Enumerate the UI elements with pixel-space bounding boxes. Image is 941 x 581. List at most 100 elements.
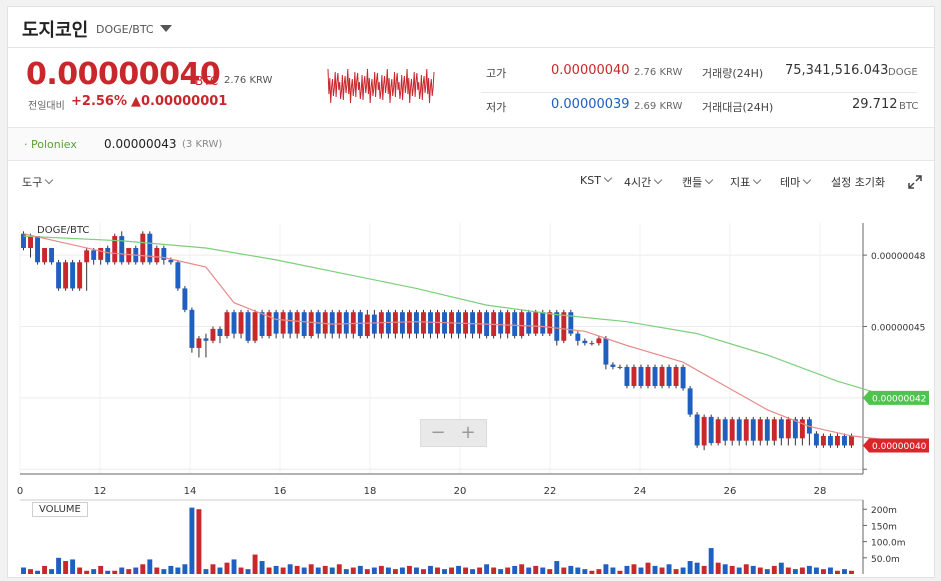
candle-body (554, 312, 560, 341)
change-absolute: ▲0.00000001 (131, 94, 228, 109)
candle-body (147, 233, 153, 263)
volume-tick-label: 150m (871, 522, 897, 532)
stats-divider (481, 92, 917, 93)
volume-bar (350, 567, 356, 574)
candle-body (428, 312, 433, 334)
coin-select-dropdown-icon[interactable] (160, 25, 172, 32)
volume-bar (147, 559, 153, 574)
candle-body (842, 435, 847, 446)
interval-menu[interactable]: 4시간 (624, 174, 663, 190)
high-label: 고가 (486, 67, 507, 80)
volume-bar (582, 569, 588, 574)
candle-body (701, 416, 707, 446)
volume-tick-label: 200m (871, 506, 897, 516)
volume-bar (652, 565, 658, 574)
candle-body (154, 247, 160, 263)
volume-bar (392, 569, 398, 574)
volume-bar (589, 570, 595, 574)
title-bar: 도지코인 DOGE/BTC (8, 7, 934, 48)
candle-body (119, 236, 125, 263)
volume-bar (778, 562, 784, 574)
candle-body (35, 236, 40, 263)
candle-body (561, 312, 567, 341)
volume-bar (547, 569, 553, 574)
volume-bar (498, 569, 504, 574)
volume-bar (336, 564, 342, 574)
volume-bar (842, 569, 847, 574)
volume-unit: DOGE (888, 67, 918, 78)
candle-body (659, 366, 665, 386)
y-tick-label: 0.00000045 (871, 323, 925, 333)
candle-body (49, 247, 55, 263)
candle-body (820, 435, 826, 446)
volume-bar (603, 564, 609, 574)
volume-bar (568, 565, 574, 574)
timezone-menu[interactable]: KST (580, 173, 613, 187)
volume-bar (554, 561, 560, 574)
volume-bar (610, 567, 616, 574)
volume-bar (259, 561, 265, 574)
candle-body (343, 312, 349, 334)
volume-value: 75,341,516.043 (785, 63, 889, 78)
exchange-price: 0.00000043 (104, 137, 177, 151)
volume-bar (84, 570, 90, 574)
expand-icon[interactable] (908, 175, 922, 189)
high-krw: 2.76 KRW (634, 67, 683, 78)
volume-bar (91, 569, 97, 574)
volume-label: 거래량(24H) (702, 67, 764, 80)
zoom-in-button[interactable]: + (460, 422, 476, 443)
candle-body (189, 309, 195, 348)
chevron-down-icon (705, 175, 714, 185)
exchange-name[interactable]: · Poloniex (24, 138, 77, 151)
candle-body (259, 312, 265, 337)
price-sparkline (326, 65, 436, 111)
price-unit: BTC (195, 74, 219, 88)
candle-body (743, 419, 749, 441)
candle-body (280, 312, 286, 334)
chevron-down-icon (45, 175, 54, 185)
x-tick-label: 28 (814, 486, 827, 497)
theme-menu[interactable]: 테마 (780, 174, 812, 190)
candle-body (792, 419, 798, 439)
coin-name: 도지코인 (22, 20, 89, 41)
candle-body (203, 338, 209, 341)
volume-bar (512, 565, 518, 574)
volume-bar (519, 564, 525, 574)
volume-bar (470, 569, 476, 574)
chevron-down-icon (803, 175, 812, 185)
candle-body (849, 435, 854, 446)
candle-body (294, 312, 300, 334)
volume-bar (203, 569, 209, 574)
volume-bar (729, 565, 735, 574)
zoom-out-button[interactable]: − (430, 422, 446, 443)
volume-bar (449, 567, 454, 574)
candle-body (835, 435, 840, 446)
volume-bar (813, 567, 819, 574)
candle-body (477, 312, 483, 334)
candle-body (540, 312, 546, 334)
x-tick-label: 22 (544, 486, 557, 497)
candle-body (610, 364, 616, 367)
volume-bar (294, 565, 300, 574)
tools-menu[interactable]: 도구 (22, 174, 54, 190)
volume-bar (631, 564, 637, 574)
volume-bar (35, 570, 40, 574)
indicator-menu[interactable]: 지표 (730, 174, 762, 190)
reset-settings-button[interactable]: 설정 초기화 (831, 176, 886, 189)
volume-bar (28, 569, 33, 574)
candle-body (273, 312, 279, 334)
volume-bar (364, 569, 370, 574)
y-tick-label: 0.00000048 (871, 252, 926, 262)
chart-type-menu[interactable]: 캔들 (682, 174, 714, 190)
volume-bar (785, 567, 791, 574)
last-price-tag (863, 438, 929, 453)
volume-bar (421, 569, 426, 574)
candle-body (413, 312, 419, 334)
candle-body (21, 233, 26, 248)
volume-bar (673, 569, 679, 574)
volume-bar (827, 567, 833, 574)
volume-bar (680, 567, 686, 574)
volume-bar (315, 567, 321, 574)
price-chart[interactable]: 0 12 14 16 18 20 22 24 26 28 0.00000048 0.00000045 0… (8, 200, 934, 577)
volume-bar (505, 567, 511, 574)
